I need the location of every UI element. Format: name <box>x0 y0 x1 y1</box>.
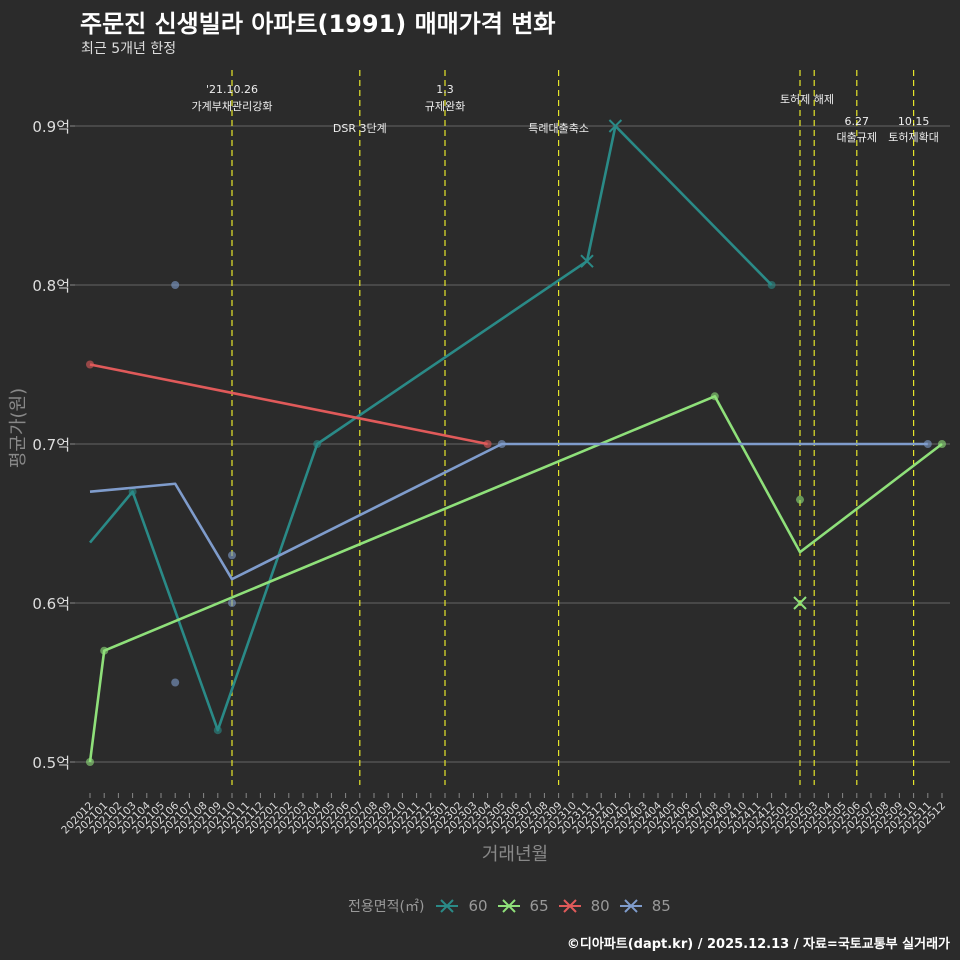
series-line-80 <box>89 363 488 446</box>
data-point-65 <box>100 646 109 655</box>
event-label: 토허제확대 <box>888 131 939 144</box>
legend-label: 65 <box>529 897 549 915</box>
event-label: 특례대출축소 <box>528 122 589 135</box>
legend-label: 85 <box>651 897 671 915</box>
data-point-85 <box>171 281 180 289</box>
legend-item-60: 60 <box>434 897 488 915</box>
legend-item-65: 65 <box>496 897 549 915</box>
chart-subtitle: 최근 5개년 한정 <box>81 41 177 57</box>
data-point-80 <box>86 360 94 369</box>
y-tick-label: 0.7억 <box>32 436 70 454</box>
data-point-60 <box>128 487 137 496</box>
legend-key-icon <box>558 899 581 913</box>
chart-title: 주문진 신생빌라 아파트(1991) 매매가격 변화 <box>80 10 556 38</box>
legend-key-icon <box>497 899 520 913</box>
x-marker-60 <box>580 254 594 268</box>
y-tick-label: 0.6억 <box>32 595 70 613</box>
data-point-85 <box>228 599 236 607</box>
y-tick-label: 0.5억 <box>32 754 70 772</box>
event-label: 토허제 해제 <box>780 92 834 106</box>
event-label: 10.15 <box>898 115 930 128</box>
data-point-85 <box>228 551 236 560</box>
legend-label: 80 <box>590 897 610 915</box>
data-point-60 <box>313 440 322 448</box>
y-tick-label: 0.8억 <box>32 277 70 295</box>
y-axis-title: 평균가(원) <box>8 388 29 468</box>
source-caption: ©디아파트(dapt.kr) / 2025.12.13 / 자료=국토교통부 실… <box>566 937 950 952</box>
data-point-65 <box>710 392 719 401</box>
data-point-85 <box>923 440 932 448</box>
legend-label: 60 <box>468 897 488 915</box>
x-marker-65 <box>793 596 807 610</box>
series-line-60 <box>89 124 773 732</box>
data-point-65 <box>86 758 94 766</box>
data-point-85 <box>497 440 506 448</box>
data-point-60 <box>213 726 222 735</box>
event-label: 대출규제 <box>837 131 877 144</box>
legend-item-80: 80 <box>557 897 610 915</box>
event-label: 1.3 <box>436 83 454 96</box>
data-point-80 <box>483 440 492 448</box>
legend-key-icon <box>619 899 642 913</box>
event-label: 가계부채관리강화 <box>192 100 273 113</box>
legend-title: 전용면적(㎡) <box>348 899 425 915</box>
data-point-65 <box>938 440 946 448</box>
x-marker-60 <box>608 119 623 133</box>
data-point-65 <box>796 495 804 504</box>
legend-key-icon <box>436 899 459 913</box>
series-line-85 <box>89 442 928 581</box>
event-label: 규제완화 <box>425 100 465 113</box>
event-label: '21.10.26 <box>206 83 258 96</box>
event-label: 6.27 <box>845 115 870 128</box>
x-axis-title: 거래년월 <box>482 844 548 865</box>
data-point-60 <box>767 281 776 289</box>
legend-item-85: 85 <box>618 897 671 915</box>
y-tick-label: 0.9억 <box>32 118 70 136</box>
event-label: DSR 3단계 <box>333 122 387 135</box>
legend: 전용면적(㎡) 60 65 80 85 <box>348 896 679 916</box>
data-point-85 <box>171 678 180 687</box>
